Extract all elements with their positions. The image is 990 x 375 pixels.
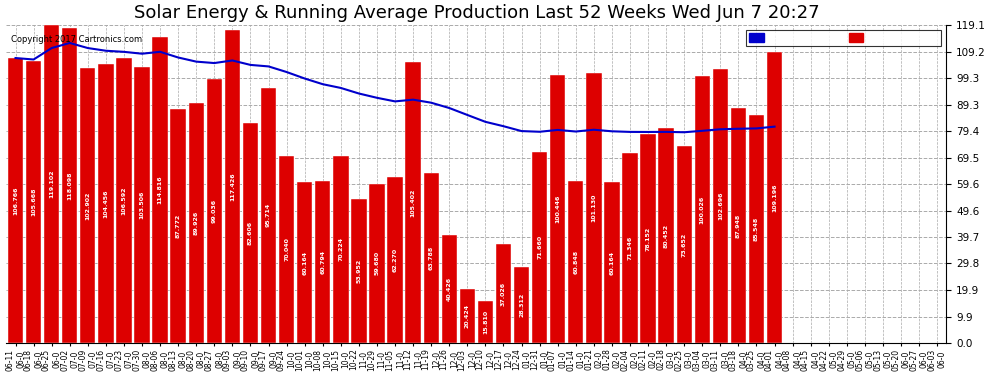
Bar	[26, 61, 42, 343]
Text: 28.312: 28.312	[519, 293, 524, 317]
Bar	[225, 30, 240, 343]
Bar	[98, 64, 114, 343]
Text: 103.506: 103.506	[140, 191, 145, 219]
Bar	[731, 108, 746, 343]
Text: Copyright 2017 Cartronics.com: Copyright 2017 Cartronics.com	[11, 34, 143, 44]
Bar	[767, 51, 782, 343]
Legend: Average (kWh), Weekly (kWh): Average (kWh), Weekly (kWh)	[746, 30, 941, 46]
Text: 63.788: 63.788	[429, 246, 434, 270]
Text: 109.196: 109.196	[772, 183, 777, 211]
Bar	[695, 76, 710, 343]
Bar	[406, 62, 421, 343]
Bar	[550, 75, 565, 343]
Bar	[369, 184, 385, 343]
Text: 95.714: 95.714	[266, 203, 271, 227]
Bar	[351, 199, 366, 343]
Bar	[459, 288, 475, 343]
Bar	[334, 156, 348, 343]
Text: 102.902: 102.902	[85, 192, 90, 220]
Title: Solar Energy & Running Average Production Last 52 Weeks Wed Jun 7 20:27: Solar Energy & Running Average Productio…	[134, 4, 819, 22]
Text: 60.164: 60.164	[610, 251, 615, 275]
Bar	[604, 182, 620, 343]
Text: 87.948: 87.948	[736, 213, 741, 238]
Text: 104.456: 104.456	[103, 189, 108, 218]
Text: 71.346: 71.346	[628, 236, 633, 260]
Text: 60.848: 60.848	[573, 250, 578, 274]
Text: 73.652: 73.652	[682, 232, 687, 257]
Bar	[62, 28, 77, 343]
Text: 71.660: 71.660	[538, 236, 543, 260]
Bar	[135, 67, 149, 343]
Bar	[170, 109, 186, 343]
Text: 106.592: 106.592	[122, 186, 127, 215]
Bar	[297, 182, 313, 343]
Text: 85.548: 85.548	[754, 217, 759, 241]
Text: 101.130: 101.130	[591, 194, 596, 222]
Text: 114.816: 114.816	[157, 176, 162, 204]
Text: 118.098: 118.098	[67, 171, 72, 200]
Text: 99.036: 99.036	[212, 199, 217, 223]
Text: 80.452: 80.452	[663, 224, 668, 248]
Text: 15.810: 15.810	[483, 310, 488, 334]
Text: 117.426: 117.426	[230, 172, 235, 201]
Bar	[44, 25, 59, 343]
Text: 40.426: 40.426	[446, 277, 451, 301]
Bar	[116, 58, 132, 343]
Bar	[207, 79, 222, 343]
Text: 105.402: 105.402	[411, 188, 416, 216]
Text: 119.102: 119.102	[50, 170, 54, 198]
Text: 60.164: 60.164	[302, 251, 307, 275]
Bar	[8, 58, 23, 343]
Text: 78.152: 78.152	[645, 226, 650, 251]
Bar	[713, 69, 728, 343]
Bar	[80, 68, 95, 343]
Text: 102.696: 102.696	[718, 192, 723, 220]
Text: 70.224: 70.224	[339, 237, 344, 261]
Text: 60.794: 60.794	[320, 250, 326, 274]
Text: 105.668: 105.668	[31, 188, 36, 216]
Text: 106.766: 106.766	[13, 186, 18, 215]
Bar	[387, 177, 403, 343]
Text: 100.446: 100.446	[555, 195, 560, 223]
Text: 70.040: 70.040	[284, 238, 289, 261]
Text: 82.606: 82.606	[248, 221, 253, 245]
Text: 53.952: 53.952	[356, 259, 361, 283]
Text: 100.026: 100.026	[700, 195, 705, 223]
Bar	[623, 153, 638, 343]
Bar	[260, 87, 276, 343]
Text: 37.026: 37.026	[501, 282, 506, 306]
Text: 59.680: 59.680	[374, 251, 379, 276]
Text: 62.270: 62.270	[393, 248, 398, 272]
Bar	[748, 115, 764, 343]
Text: 87.772: 87.772	[175, 214, 180, 238]
Bar	[586, 73, 602, 343]
Bar	[496, 244, 511, 343]
Bar	[424, 173, 439, 343]
Bar	[315, 181, 331, 343]
Bar	[279, 156, 294, 343]
Bar	[676, 146, 692, 343]
Bar	[243, 123, 258, 343]
Bar	[532, 152, 547, 343]
Bar	[514, 267, 530, 343]
Bar	[641, 134, 655, 343]
Bar	[658, 128, 674, 343]
Bar	[442, 235, 457, 343]
Bar	[478, 301, 493, 343]
Bar	[568, 181, 583, 343]
Text: 89.926: 89.926	[194, 211, 199, 235]
Bar	[188, 103, 204, 343]
Text: 20.424: 20.424	[465, 304, 470, 328]
Bar	[152, 36, 167, 343]
